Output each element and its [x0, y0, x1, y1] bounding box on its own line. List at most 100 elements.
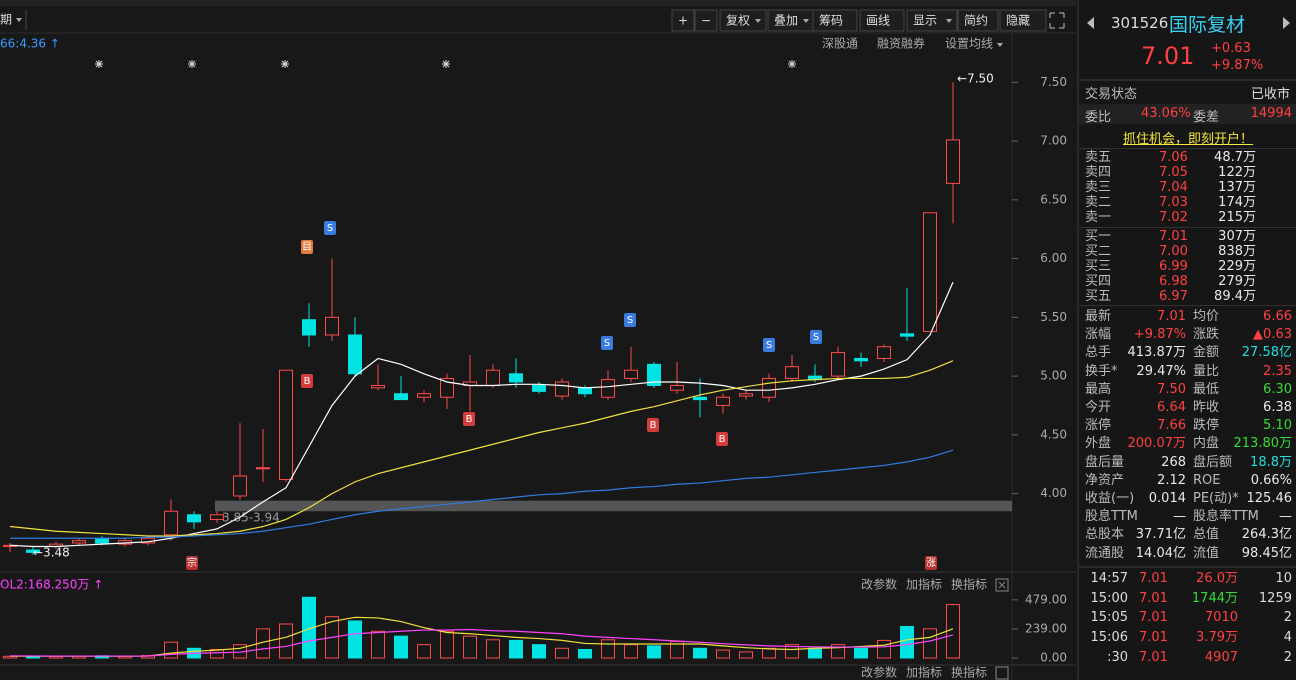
toolbar-button[interactable] — [999, 9, 1047, 32]
link[interactable]: 深股通 — [822, 37, 858, 51]
trade-row: 14:57 7.01 26.0万 10 — [1079, 570, 1296, 588]
button[interactable]: 加指标 — [906, 665, 942, 680]
button[interactable]: 换指标 — [951, 577, 987, 592]
book-price: 7.00 — [1159, 244, 1188, 259]
book-volume: 137万 — [1218, 180, 1256, 195]
y-tick-label: 4.50 — [1040, 427, 1067, 441]
link[interactable]: 融资融券 — [877, 36, 925, 51]
trade-row: 15:05 7.01 7010 2 — [1079, 609, 1296, 627]
stat-label: 盘后额 — [1193, 454, 1233, 470]
volume-bar — [371, 630, 385, 659]
candle-body — [877, 346, 891, 359]
marker — [301, 240, 313, 254]
separator — [1079, 79, 1296, 81]
trade-volume: 1744万 — [1191, 590, 1238, 606]
separator — [1079, 227, 1296, 228]
toolbar-button[interactable] — [906, 9, 958, 32]
book-label: 卖一 — [1085, 210, 1112, 225]
toolbar-label[interactable]: 叠加 — [774, 14, 798, 28]
toolbar-label[interactable]: 隐藏 — [1006, 14, 1030, 28]
top-nav — [0, 0, 1076, 6]
fullscreen-icon[interactable] — [1049, 12, 1065, 29]
toolbar-button[interactable] — [957, 9, 999, 32]
toolbar-button[interactable] — [812, 9, 858, 32]
toolbar-button[interactable] — [859, 9, 905, 32]
close-button[interactable] — [995, 578, 1009, 592]
button[interactable]: 加指标 — [906, 577, 942, 592]
stat-value: 37.71亿 — [1135, 527, 1186, 543]
separator — [1079, 305, 1296, 306]
stat-label: 涨停 — [1085, 418, 1112, 434]
toolbar-label[interactable]: 简约 — [964, 13, 988, 28]
marker-label: 涨 — [926, 557, 936, 569]
candle-body — [486, 369, 500, 387]
volume-bar — [463, 635, 477, 659]
volume-bar — [854, 647, 868, 659]
volume-bar — [693, 647, 707, 659]
y-tick-label: 7.50 — [1040, 75, 1067, 89]
stat-label: 最高 — [1085, 381, 1112, 397]
volume-bar — [762, 647, 776, 659]
book-label: 买二 — [1085, 244, 1112, 259]
trade-volume: 4907 — [1204, 649, 1238, 665]
stat-label: PE(动)* — [1193, 491, 1239, 506]
y-tick-label: 479.00 — [1025, 592, 1067, 606]
button[interactable]: 换指标 — [951, 665, 987, 680]
link[interactable]: 设置均线 — [945, 37, 993, 51]
toolbar-label[interactable]: 筹码 — [819, 14, 843, 28]
toolbar-label[interactable]: 显示 — [913, 14, 937, 28]
button[interactable]: 改参数 — [861, 577, 897, 592]
button[interactable]: 改参数 — [861, 665, 897, 680]
volume-bar — [647, 645, 661, 659]
marker — [463, 412, 475, 426]
stat-value: 5.10 — [1263, 418, 1292, 434]
diff: 14994 — [1250, 106, 1292, 121]
toolbar-label[interactable]: − — [701, 14, 711, 28]
trade-row: :30 7.01 4907 2 — [1079, 649, 1296, 667]
stat-value: 6.38 — [1263, 400, 1292, 415]
trade-price: 7.01 — [1139, 630, 1168, 646]
change-pct: +9.87% — [1211, 58, 1264, 73]
moving-average — [10, 449, 954, 539]
candle-body — [693, 396, 707, 401]
candle-body — [578, 387, 592, 395]
close-button[interactable] — [995, 666, 1009, 680]
quote-panel: 301526 国际复材 7.01 +0.63 +9.87% 交易状态 已收市 委比 43.06%… — [1077, 0, 1296, 680]
volume-bar — [417, 644, 431, 659]
stat-value: 6.64 — [1157, 400, 1186, 415]
trade-count: 2 — [1283, 649, 1292, 665]
separator — [1079, 148, 1296, 149]
stat-value: 27.58亿 — [1241, 345, 1292, 361]
volume-bar — [486, 639, 500, 659]
toolbar-button[interactable] — [719, 9, 767, 32]
book-volume: 307万 — [1218, 229, 1256, 244]
book-volume: 838万 — [1218, 244, 1256, 259]
dropdown-icon — [16, 18, 22, 22]
toolbar-label[interactable]: + — [678, 14, 688, 28]
candle-body — [555, 381, 569, 397]
stat-value: 7.01 — [1157, 309, 1186, 324]
candle-body — [532, 385, 546, 392]
toolbar-label[interactable]: 复权 — [726, 14, 750, 28]
candle-body — [279, 369, 293, 481]
trade-price: 7.01 — [1139, 571, 1168, 586]
toolbar-button[interactable] — [694, 9, 718, 32]
stat-value: 413.87万 — [1127, 345, 1187, 361]
toolbar-label[interactable]: 画线 — [866, 14, 890, 28]
book-price: 7.01 — [1159, 229, 1188, 244]
book-volume: 174万 — [1218, 195, 1256, 210]
period[interactable]: 期 — [0, 13, 12, 27]
stat-value: 0.66% — [1250, 472, 1292, 488]
stat-label: 总值 — [1193, 527, 1220, 543]
toolbar-button[interactable] — [671, 9, 695, 32]
marker — [810, 330, 822, 344]
trade-price: 7.01 — [1139, 649, 1168, 665]
stat-label: 涨幅 — [1085, 327, 1112, 343]
candle-body — [923, 212, 937, 332]
nav-prev — [1087, 17, 1094, 29]
stat-row: 流通股 14.04亿 流值 98.45亿 — [1079, 545, 1296, 563]
y-tick-label: 239.00 — [1025, 621, 1067, 635]
book-label: 卖三 — [1085, 180, 1112, 195]
ratio-label: 委比 — [1085, 110, 1112, 125]
